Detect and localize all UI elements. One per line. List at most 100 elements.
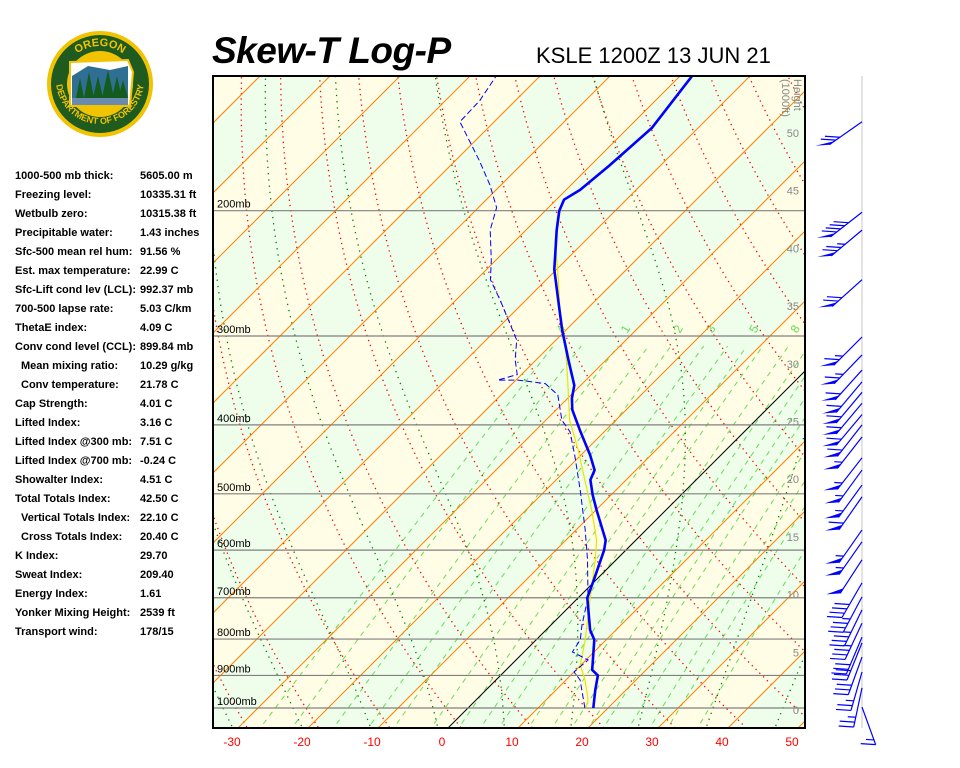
wind-barb xyxy=(825,541,863,576)
stat-value: 42.50 C xyxy=(140,493,179,505)
stat-value: 5605.00 m xyxy=(140,170,193,182)
wind-barb-staff xyxy=(836,424,863,457)
wind-barb-full xyxy=(833,693,849,696)
stat-label: Sweat Index: xyxy=(15,569,83,581)
wind-pennant xyxy=(819,361,838,367)
wind-barb-full xyxy=(827,448,843,451)
wind-barb-full xyxy=(831,639,847,642)
pressure-label: 300mb xyxy=(217,324,251,336)
mixing-ratio-line xyxy=(393,345,672,728)
wind-barb-full xyxy=(826,426,842,429)
wind-barb-staff xyxy=(842,596,863,633)
dry-adiabat xyxy=(318,76,605,728)
wind-pennant xyxy=(824,512,843,519)
wind-barb-staff xyxy=(834,369,863,401)
wind-pennant xyxy=(817,251,836,257)
wind-barb-staff xyxy=(831,279,863,307)
height-tick-label: 40 xyxy=(787,243,799,255)
wind-barb xyxy=(826,582,863,619)
wind-barb-full xyxy=(826,245,842,249)
wind-barb-staff xyxy=(828,121,863,146)
wind-barb-full xyxy=(839,720,855,723)
stat-value: 1.43 inches xyxy=(140,227,200,239)
stat-label: Lifted Index @300 mb: xyxy=(15,436,133,448)
wind-barb xyxy=(860,706,877,746)
moist-adiabat xyxy=(592,76,687,728)
wind-barb-staff xyxy=(835,414,863,446)
wind-barb xyxy=(823,424,863,458)
temperature-tick-label: 20 xyxy=(575,735,589,749)
zero-isotherm xyxy=(447,370,805,728)
wind-barb-full xyxy=(826,437,842,440)
wind-barb xyxy=(818,279,863,308)
wind-barb-half xyxy=(843,644,852,647)
dry-adiabat xyxy=(358,76,677,728)
mixing-ratio-line xyxy=(367,345,649,728)
wind-barb xyxy=(823,436,863,470)
stat-value: 992.37 mb xyxy=(140,284,194,296)
logo-trees xyxy=(76,70,128,98)
dry-adiabat xyxy=(840,26,960,732)
stat-row: Transport wind: 178/15 xyxy=(15,623,215,642)
wind-barb-full xyxy=(832,621,848,624)
wind-barb-full xyxy=(860,743,876,746)
wind-barb-full xyxy=(832,653,848,656)
wind-barb-full xyxy=(829,611,845,614)
wind-pennant xyxy=(823,451,842,458)
wind-barb-full xyxy=(835,708,852,712)
wind-barb-full xyxy=(837,704,853,707)
wind-barb xyxy=(831,642,863,681)
temperature-tick-label: 40 xyxy=(715,735,729,749)
mixing-ratio-line xyxy=(291,345,582,728)
isotherm-band xyxy=(213,76,805,683)
pressure-label: 800mb xyxy=(217,627,251,639)
sounding-traces xyxy=(459,76,694,709)
wind-barb-staff xyxy=(836,436,863,469)
wind-barb-full xyxy=(821,230,837,233)
wind-barb-half xyxy=(834,461,843,463)
wind-barb-full xyxy=(824,376,840,379)
wind-barb-full xyxy=(824,135,840,138)
wind-barb-full xyxy=(824,358,840,361)
stat-label: Transport wind: xyxy=(15,626,98,638)
stat-label: Mean mixing ratio: xyxy=(21,360,119,372)
wind-barb-full xyxy=(834,602,850,606)
stat-row: Cap Strength: 4.01 C xyxy=(15,395,215,414)
stat-label: 700-500 lapse rate: xyxy=(15,303,114,315)
stat-row: Conv temperature: 21.78 C xyxy=(15,376,215,395)
stat-label: ThetaE index: xyxy=(15,322,88,334)
stat-label: K Index: xyxy=(15,550,59,562)
wind-barb-half xyxy=(847,716,856,718)
wind-pennant xyxy=(818,302,837,308)
wind-pennant xyxy=(820,379,839,385)
stat-row: Vertical Totals Index: 22.10 C xyxy=(15,509,215,528)
page-title: Skew-T Log-P xyxy=(212,30,451,71)
height-tick-label: 0 xyxy=(793,705,799,717)
isotherm xyxy=(517,440,805,728)
logo-top-text: OREGON xyxy=(72,37,127,56)
pressure-label: 200mb xyxy=(217,199,251,211)
temperature-tick-label: -20 xyxy=(293,735,311,749)
wind-pennant xyxy=(822,429,841,435)
isotherm xyxy=(213,76,401,264)
wind-barb-half xyxy=(834,354,843,357)
isotherm xyxy=(213,76,751,614)
height-tick-label: 15 xyxy=(787,532,799,544)
wind-barb xyxy=(833,656,863,696)
stat-value: 1.61 xyxy=(140,588,162,600)
wind-barb-half xyxy=(834,481,843,484)
mixing-ratio-line xyxy=(649,479,805,728)
wind-barb-staff xyxy=(835,402,863,435)
wind-barb-staff xyxy=(839,559,863,594)
stat-row: Sfc-Lift cond lev (LCL): 992.37 mb xyxy=(15,281,215,300)
mixing-ratio-line xyxy=(587,397,805,728)
wind-barb xyxy=(823,457,863,491)
wind-barb-full xyxy=(830,657,846,661)
stat-value: 5.03 C/km xyxy=(140,303,192,315)
wind-barb xyxy=(824,469,863,504)
wind-barb-full xyxy=(826,404,842,407)
wind-barb-half xyxy=(837,243,846,245)
wind-barb xyxy=(828,596,863,633)
stat-value: 29.70 xyxy=(140,550,168,562)
wind-barb-staff xyxy=(833,354,863,385)
